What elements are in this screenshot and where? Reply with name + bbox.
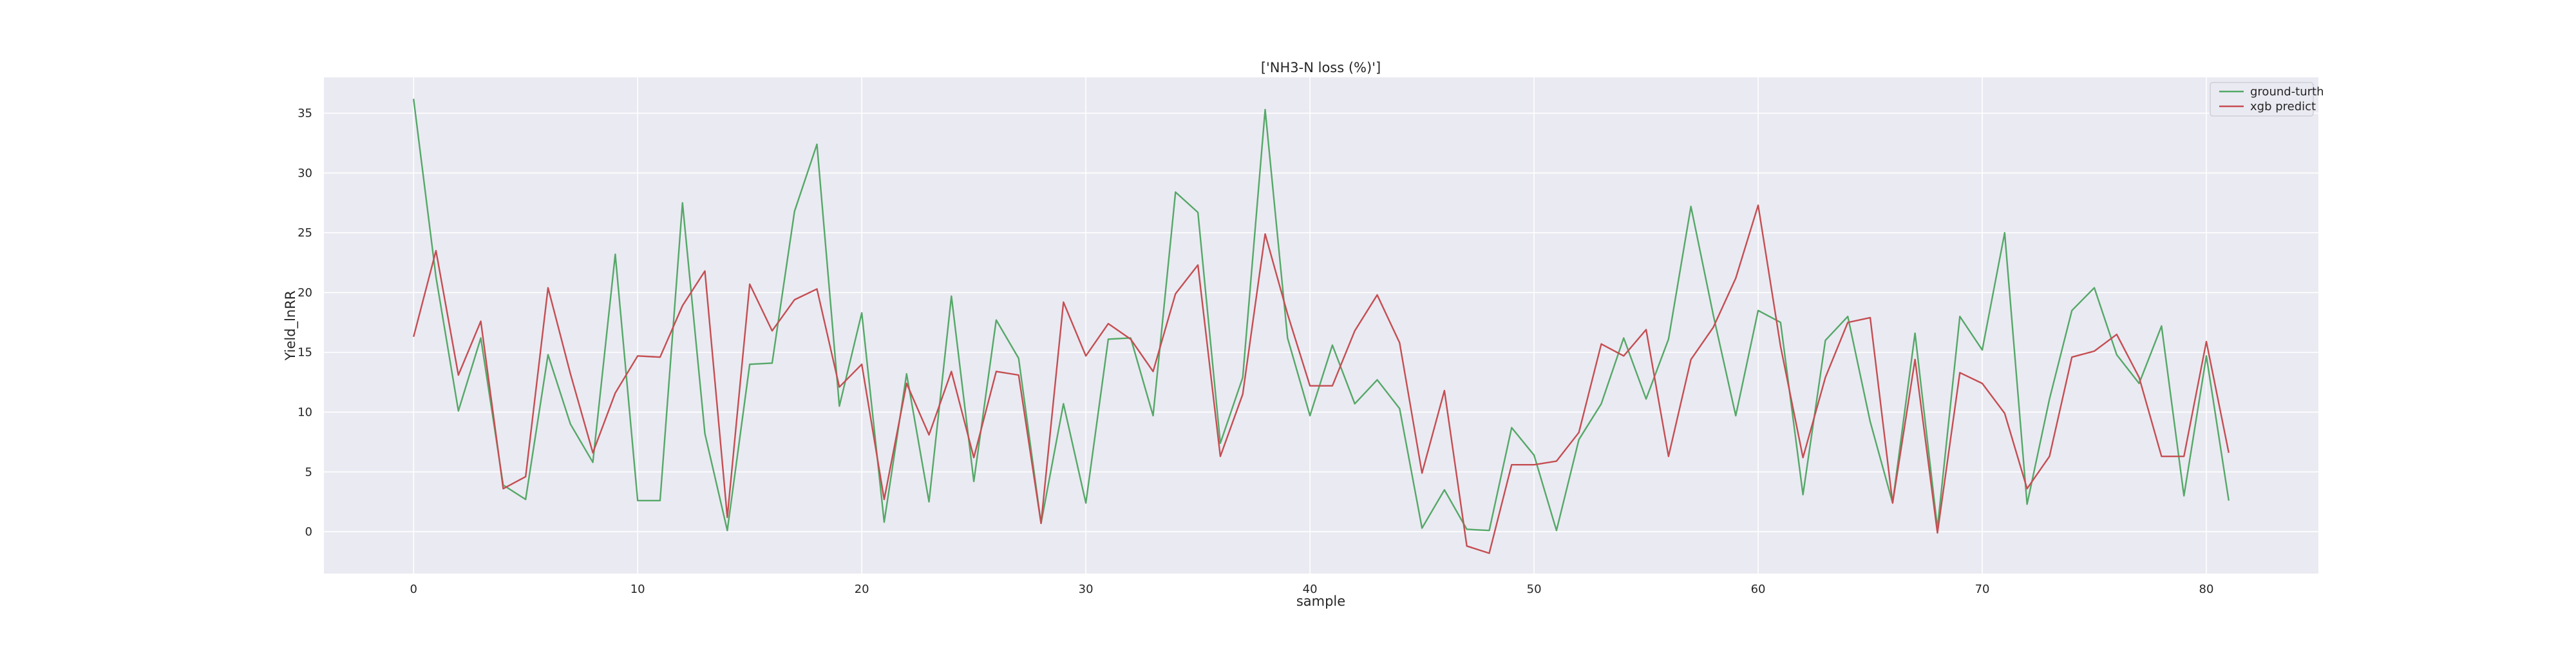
plot-background: [324, 77, 2318, 574]
y-tick-label: 10: [298, 406, 312, 420]
series-line-xgb-predict: [413, 204, 2230, 554]
x-tick-labels: 0 10 20 30 40 50 60 70 80: [410, 583, 2213, 596]
x-axis-title: sample: [1296, 594, 1345, 609]
x-tick-label: 70: [1975, 583, 1990, 596]
series-lines: [413, 99, 2230, 554]
legend-label-ground-turth: ground-turth: [2250, 85, 2324, 99]
x-tick-label: 40: [1303, 583, 1318, 596]
x-tick-label: 30: [1079, 583, 1094, 596]
y-tick-label: 35: [298, 107, 312, 121]
chart-title: ['NH3-N loss (%)']: [1261, 60, 1381, 75]
y-tick-label: 20: [298, 286, 312, 300]
x-tick-label: 50: [1527, 583, 1542, 596]
series-line-ground-turth: [413, 99, 2230, 532]
x-tick-label: 20: [855, 583, 869, 596]
x-tick-label: 0: [410, 583, 417, 596]
legend: ground-turth xgb predict: [2210, 82, 2324, 117]
x-tick-label: 60: [1751, 583, 1766, 596]
grid-lines: [324, 77, 2318, 574]
legend-label-xgb-predict: xgb predict: [2250, 100, 2316, 113]
y-tick-label: 15: [298, 346, 312, 360]
y-tick-label: 5: [305, 465, 312, 479]
y-tick-labels: 0 5 10 15 20 25 30 35: [298, 107, 312, 539]
y-tick-label: 30: [298, 166, 312, 180]
y-tick-label: 25: [298, 226, 312, 240]
x-tick-label: 80: [2199, 583, 2214, 596]
x-tick-label: 10: [630, 583, 645, 596]
y-tick-label: 0: [305, 525, 312, 539]
y-axis-title: Yield_lnRR: [283, 291, 299, 362]
